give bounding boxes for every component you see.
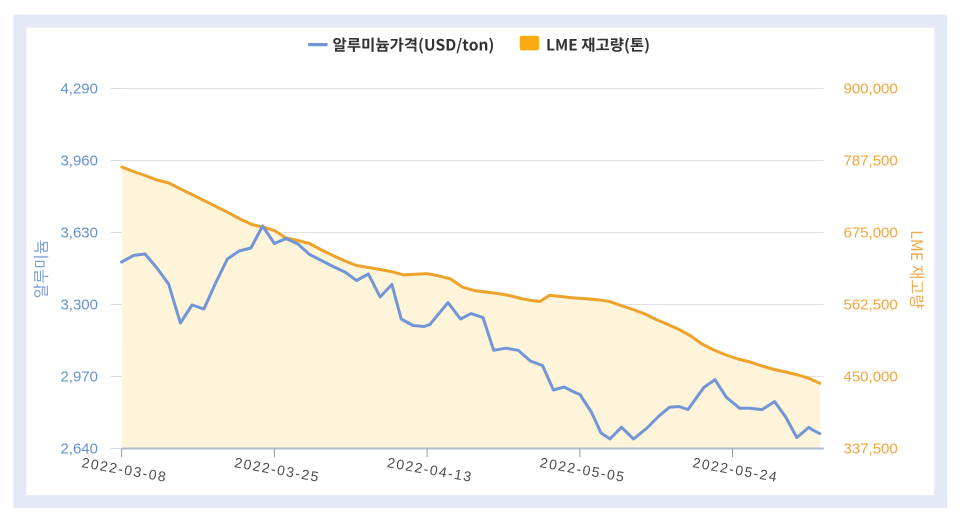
svg-text:675,000: 675,000 [844,225,898,242]
svg-text:450,000: 450,000 [844,369,898,386]
svg-text:4,290: 4,290 [60,81,98,98]
svg-text:2,970: 2,970 [60,369,98,386]
svg-text:900,000: 900,000 [844,81,898,98]
svg-text:2,640: 2,640 [60,441,98,458]
svg-text:3,960: 3,960 [60,153,98,170]
svg-text:562,500: 562,500 [844,297,898,314]
svg-text:337,500: 337,500 [844,441,898,458]
svg-text:787,500: 787,500 [844,153,898,170]
svg-text:3,630: 3,630 [60,225,98,242]
svg-text:3,300: 3,300 [60,297,98,314]
